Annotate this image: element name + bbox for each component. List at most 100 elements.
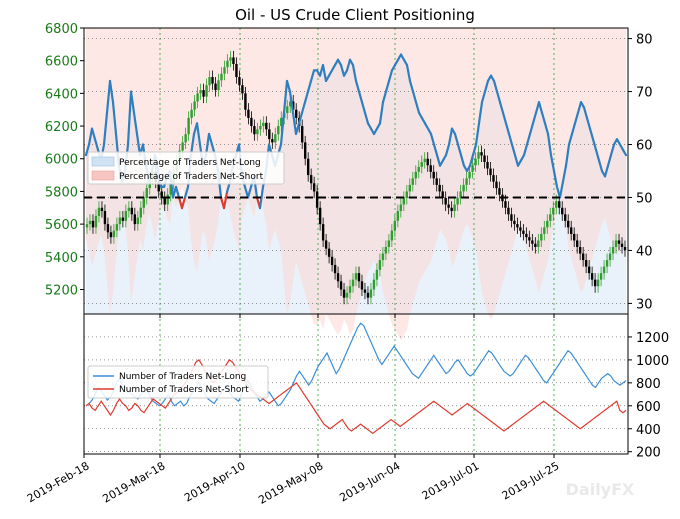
candle-body xyxy=(190,109,193,118)
candle-body xyxy=(540,233,543,241)
candle-body xyxy=(378,260,382,270)
svg-text:DailyFX: DailyFX xyxy=(566,480,635,499)
candle-body xyxy=(581,253,585,261)
percent-line-segment xyxy=(474,122,481,146)
candle-body xyxy=(271,139,274,143)
candle-body xyxy=(88,220,92,225)
x-tick-label: 2019-May-08 xyxy=(256,459,325,507)
percent-line-segment xyxy=(561,164,568,183)
candle-body xyxy=(584,260,588,267)
count-tick-label: 400 xyxy=(636,423,661,438)
percent-line-segment xyxy=(573,111,580,125)
x-tick-label: 2019-Jun-04 xyxy=(337,459,402,504)
percent-tick-label: 80 xyxy=(636,33,653,48)
candle-body xyxy=(489,168,492,176)
x-tick-label: 2019-Jul-01 xyxy=(420,459,482,502)
percent-line-segment xyxy=(558,180,565,199)
candle-body xyxy=(567,220,570,228)
percent-line-segment xyxy=(594,148,601,162)
candle-body xyxy=(139,207,142,218)
candle-body xyxy=(480,152,483,156)
candle-body xyxy=(417,166,420,172)
percent-line-segment xyxy=(282,79,289,114)
candle-body xyxy=(513,220,516,225)
chart-title: Oil - US Crude Client Positioning xyxy=(235,6,475,24)
candle-body xyxy=(495,181,498,189)
candle-body xyxy=(286,106,289,113)
candle-body xyxy=(587,266,591,274)
percent-line-segment xyxy=(339,63,346,77)
candle-body xyxy=(202,90,205,97)
candle-body xyxy=(85,224,89,228)
percent-line-segment xyxy=(129,90,136,114)
candle-body xyxy=(561,207,564,215)
candle-body xyxy=(414,171,417,179)
candle-body xyxy=(549,214,552,221)
candle-body xyxy=(235,63,238,78)
candle-body xyxy=(241,85,244,94)
candle-body xyxy=(510,214,513,221)
candle-body xyxy=(450,207,453,212)
candle-body xyxy=(292,101,295,110)
candle-body xyxy=(330,256,334,265)
candle-body xyxy=(605,260,609,267)
top-legend: Percentage of Traders Net-Long Percentag… xyxy=(87,151,285,185)
candle-body xyxy=(360,281,364,290)
candle-body xyxy=(617,240,621,244)
candle-body xyxy=(429,165,432,172)
candle-body xyxy=(259,126,262,130)
candle-body xyxy=(226,60,229,68)
percent-line-segment xyxy=(414,101,421,114)
price-tick-label: 5600 xyxy=(45,218,78,233)
percent-line-segment xyxy=(582,106,589,120)
percent-line-segment xyxy=(183,185,190,199)
candle-body xyxy=(229,57,232,61)
candle-body xyxy=(91,220,95,228)
candle-body xyxy=(124,211,128,221)
candle-body xyxy=(321,224,325,241)
candle-body xyxy=(94,215,98,228)
candle-body xyxy=(456,197,459,205)
candle-body xyxy=(214,83,217,91)
percent-tick-label: 60 xyxy=(636,139,653,154)
candle-body xyxy=(432,171,435,179)
percent-line-segment xyxy=(180,196,187,210)
candle-body xyxy=(384,246,388,254)
candle-body xyxy=(136,217,140,225)
candle-body xyxy=(238,77,241,86)
candle-body xyxy=(504,201,507,208)
candle-body xyxy=(318,207,322,225)
percent-tick-label: 70 xyxy=(636,86,653,101)
percent-line-segment xyxy=(363,111,370,125)
candle-body xyxy=(163,197,166,205)
percent-line-segment xyxy=(621,148,628,157)
candle-body xyxy=(345,292,349,298)
candle-body xyxy=(211,77,214,84)
candle-body xyxy=(208,77,211,86)
percent-line-segment xyxy=(459,154,466,167)
percent-line-segment xyxy=(567,132,574,146)
candle-body xyxy=(244,93,247,110)
candle-body xyxy=(223,67,226,74)
percent-line-segment xyxy=(585,116,592,130)
percent-line-segment xyxy=(405,63,412,83)
percent-line-segment xyxy=(564,143,571,167)
candle-body xyxy=(519,227,522,231)
percent-line-segment xyxy=(381,90,388,104)
percent-line-segment xyxy=(87,127,94,146)
candle-body xyxy=(564,214,567,221)
candle-body xyxy=(426,158,429,166)
percent-line-segment xyxy=(321,63,328,83)
percent-line-segment xyxy=(288,90,295,114)
candle-body xyxy=(118,217,122,225)
percent-line-segment xyxy=(447,127,454,146)
candle-body xyxy=(166,194,169,205)
candle-body xyxy=(453,204,456,212)
candle-body xyxy=(184,134,187,143)
candle-body xyxy=(435,178,438,185)
candle-body xyxy=(348,286,352,293)
candle-body xyxy=(250,117,253,127)
candle-body xyxy=(596,279,600,287)
legend-label-net-short: Percentage of Traders Net-Short xyxy=(119,172,264,182)
candle-body xyxy=(498,188,501,195)
